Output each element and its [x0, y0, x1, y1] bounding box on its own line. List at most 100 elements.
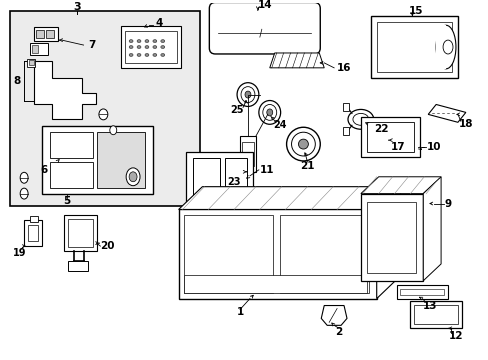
Bar — [34, 27, 58, 41]
Bar — [396, 285, 447, 298]
Ellipse shape — [144, 40, 149, 42]
Bar — [50, 162, 93, 188]
Bar — [409, 301, 461, 328]
Ellipse shape — [144, 54, 149, 57]
Ellipse shape — [347, 109, 373, 129]
Ellipse shape — [291, 132, 315, 156]
Bar — [24, 220, 42, 246]
Text: 25: 25 — [230, 105, 244, 116]
Ellipse shape — [129, 172, 137, 182]
Bar — [240, 136, 255, 172]
Text: 22: 22 — [374, 124, 388, 134]
Text: 9: 9 — [444, 198, 450, 208]
Ellipse shape — [266, 109, 272, 116]
Bar — [30, 43, 48, 55]
Bar — [225, 158, 246, 198]
Bar — [413, 305, 457, 324]
Bar — [376, 22, 451, 72]
Polygon shape — [376, 187, 400, 298]
Ellipse shape — [442, 40, 452, 54]
Bar — [63, 215, 97, 251]
Ellipse shape — [298, 139, 308, 149]
Text: 16: 16 — [336, 63, 350, 73]
Ellipse shape — [153, 40, 157, 42]
Bar — [27, 59, 35, 67]
Text: 20: 20 — [100, 241, 114, 251]
Bar — [121, 26, 180, 68]
Ellipse shape — [237, 83, 258, 107]
Ellipse shape — [137, 46, 141, 49]
Text: 14: 14 — [257, 0, 271, 10]
Ellipse shape — [20, 188, 28, 199]
Text: 15: 15 — [408, 6, 423, 17]
Bar — [380, 120, 404, 140]
Bar — [97, 132, 144, 188]
Ellipse shape — [161, 46, 164, 49]
Bar — [192, 158, 220, 198]
Text: 7: 7 — [88, 40, 95, 50]
Text: 10: 10 — [426, 142, 441, 152]
Ellipse shape — [262, 104, 276, 120]
Ellipse shape — [153, 46, 157, 49]
Bar — [183, 215, 272, 293]
Bar — [435, 25, 445, 69]
Ellipse shape — [99, 109, 108, 120]
Polygon shape — [178, 187, 400, 210]
Ellipse shape — [144, 46, 149, 49]
Text: 23: 23 — [227, 177, 241, 187]
Bar — [36, 30, 44, 38]
Bar — [279, 215, 368, 293]
Bar — [46, 30, 54, 38]
Bar — [42, 126, 153, 194]
Bar — [343, 127, 348, 135]
Ellipse shape — [129, 54, 133, 57]
Bar — [400, 289, 443, 294]
Text: 5: 5 — [63, 195, 70, 206]
Polygon shape — [360, 194, 423, 281]
Text: 1: 1 — [236, 307, 243, 318]
Bar — [366, 122, 413, 152]
Bar — [50, 132, 93, 158]
Polygon shape — [360, 177, 440, 194]
Bar — [10, 12, 200, 207]
Ellipse shape — [126, 168, 140, 186]
Ellipse shape — [244, 91, 250, 98]
Ellipse shape — [435, 25, 455, 69]
Text: 2: 2 — [335, 327, 342, 337]
Bar — [183, 275, 366, 293]
Ellipse shape — [137, 40, 141, 42]
Text: 24: 24 — [272, 120, 286, 130]
Text: 6: 6 — [40, 165, 47, 175]
FancyBboxPatch shape — [209, 3, 320, 54]
Text: 12: 12 — [448, 331, 462, 341]
Ellipse shape — [153, 54, 157, 57]
Polygon shape — [423, 177, 440, 281]
Bar — [185, 152, 252, 203]
Bar — [366, 202, 415, 273]
Bar — [67, 261, 87, 271]
Polygon shape — [34, 61, 96, 119]
Ellipse shape — [352, 113, 368, 125]
Polygon shape — [427, 104, 465, 122]
Bar — [29, 60, 34, 65]
Ellipse shape — [286, 127, 320, 161]
Polygon shape — [269, 53, 324, 68]
Ellipse shape — [258, 100, 280, 124]
Ellipse shape — [129, 46, 133, 49]
Bar — [242, 142, 253, 166]
Bar — [360, 117, 419, 157]
Bar — [32, 45, 38, 53]
Text: 18: 18 — [458, 119, 472, 129]
Text: 13: 13 — [422, 301, 437, 311]
Bar — [30, 216, 38, 222]
Bar — [370, 16, 457, 78]
Bar — [28, 225, 38, 241]
Bar — [67, 219, 93, 247]
Ellipse shape — [129, 40, 133, 42]
Ellipse shape — [20, 172, 28, 183]
Text: 4: 4 — [155, 18, 162, 28]
Text: 8: 8 — [14, 76, 21, 86]
Ellipse shape — [161, 54, 164, 57]
Text: 3: 3 — [73, 3, 81, 13]
Text: 19: 19 — [13, 248, 27, 258]
